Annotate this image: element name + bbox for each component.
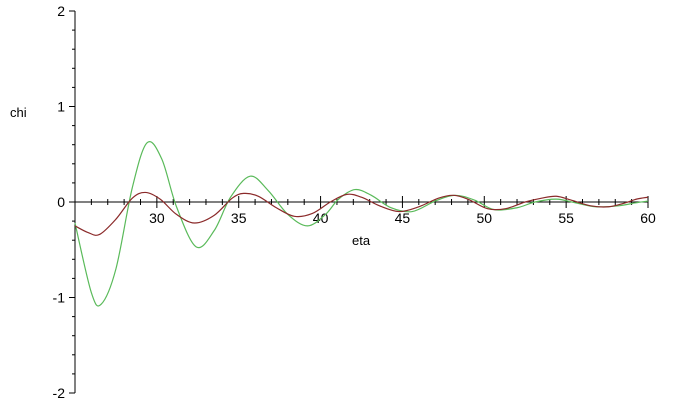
y-tick-label: -1 bbox=[53, 290, 66, 306]
labels: chi eta bbox=[10, 105, 371, 248]
y-tick-label: -2 bbox=[53, 385, 66, 398]
x-tick-label: 55 bbox=[558, 210, 574, 226]
x-tick-label: 50 bbox=[476, 210, 492, 226]
series-line-2 bbox=[74, 191, 649, 236]
x-axis-label: eta bbox=[352, 233, 371, 248]
x-tick-label: 45 bbox=[395, 210, 411, 226]
x-tick-label: 35 bbox=[231, 210, 247, 226]
series-line-1 bbox=[74, 141, 649, 307]
y-tick-label: 1 bbox=[57, 99, 65, 115]
x-tick-label: 30 bbox=[149, 210, 165, 226]
y-tick-label: 0 bbox=[57, 194, 65, 210]
series-layer bbox=[74, 141, 649, 307]
y-tick-label: 2 bbox=[57, 3, 65, 19]
y-axis-label: chi bbox=[10, 105, 27, 120]
x-tick-label: 60 bbox=[640, 210, 656, 226]
